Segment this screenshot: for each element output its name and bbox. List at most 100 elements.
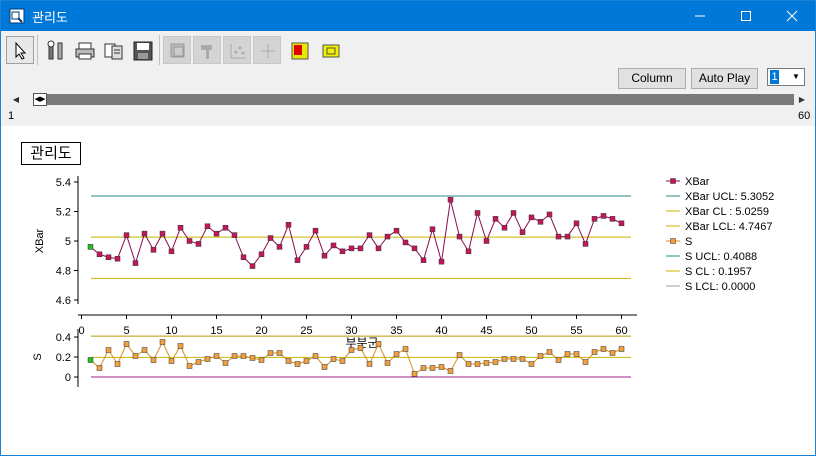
xbar-point bbox=[573, 220, 580, 227]
subgroup-scrollbar[interactable]: ◀ ◀▶ ▶ bbox=[9, 93, 810, 106]
s-point bbox=[591, 349, 598, 355]
xbar-point bbox=[96, 251, 103, 258]
xbar-y-tick-label: 4.8 bbox=[56, 266, 71, 278]
s-point bbox=[357, 345, 364, 351]
minimize-button[interactable] bbox=[677, 1, 723, 31]
xbar-point bbox=[447, 196, 454, 203]
x-tick-label: 30 bbox=[345, 325, 357, 337]
s-point bbox=[303, 358, 310, 364]
pointer-tool[interactable] bbox=[6, 36, 34, 64]
xbar-point bbox=[474, 210, 481, 216]
copy-icon bbox=[104, 43, 123, 60]
xbar-point bbox=[519, 229, 526, 235]
s-point bbox=[519, 356, 526, 362]
xbar-point bbox=[600, 213, 607, 219]
window-title: 관리도 bbox=[32, 11, 68, 26]
tools-icon bbox=[47, 40, 63, 60]
usl-tool[interactable] bbox=[316, 36, 344, 64]
s-point bbox=[492, 359, 499, 365]
s-point bbox=[231, 353, 238, 359]
s-point bbox=[222, 360, 229, 366]
toolbar-separator bbox=[159, 35, 160, 65]
xbar-point bbox=[384, 233, 391, 240]
s-point bbox=[330, 356, 337, 362]
xbar-point bbox=[456, 233, 463, 240]
s-point bbox=[186, 363, 193, 369]
hammer-tool-disabled[interactable] bbox=[193, 36, 221, 64]
xbar-point bbox=[618, 220, 625, 227]
s-point bbox=[267, 350, 274, 356]
x-tick-label: 5 bbox=[123, 325, 129, 337]
s-point bbox=[366, 361, 373, 367]
s-point bbox=[402, 346, 409, 352]
column-button[interactable]: Column bbox=[618, 68, 686, 89]
scroll-right-icon[interactable]: ▶ bbox=[798, 95, 806, 104]
s-point bbox=[105, 347, 112, 353]
cursor-icon bbox=[15, 41, 27, 60]
s-point bbox=[294, 361, 301, 367]
s-point bbox=[465, 361, 472, 367]
xbar-point bbox=[510, 210, 517, 216]
xbar-point bbox=[537, 219, 544, 225]
s-point bbox=[312, 353, 319, 359]
xbar-point bbox=[123, 232, 130, 238]
s-point bbox=[348, 347, 355, 353]
s-point bbox=[168, 358, 175, 364]
x-tick-label: 50 bbox=[525, 325, 537, 337]
auto-play-button[interactable]: Auto Play bbox=[691, 68, 758, 89]
xbar-point bbox=[159, 230, 166, 237]
xbar-point bbox=[195, 241, 202, 247]
x-tick-label: 0 bbox=[78, 325, 84, 337]
legend-label: XBar LCL: 4.7467 bbox=[685, 221, 772, 233]
hammer-icon bbox=[201, 45, 212, 59]
s-point bbox=[618, 346, 625, 352]
subgroup-select[interactable]: 1 ▼ bbox=[767, 68, 805, 86]
crosshair-tool-disabled[interactable] bbox=[253, 36, 281, 64]
xbar-point bbox=[213, 230, 220, 237]
lsl-tool[interactable] bbox=[285, 36, 313, 64]
s-point bbox=[276, 350, 283, 356]
s-point bbox=[564, 351, 571, 357]
scatter-tool-disabled[interactable] bbox=[223, 36, 251, 64]
s-point bbox=[429, 365, 436, 371]
s-point bbox=[258, 357, 265, 363]
save-tool[interactable] bbox=[128, 36, 156, 64]
x-tick-label: 15 bbox=[210, 325, 222, 337]
s-point bbox=[537, 353, 544, 359]
s-y-axis-label: S bbox=[32, 353, 44, 360]
settings-tool[interactable] bbox=[41, 36, 69, 64]
xbar-point bbox=[87, 244, 94, 250]
xbar-point bbox=[204, 223, 211, 229]
printer-icon bbox=[75, 42, 95, 60]
s-point bbox=[600, 346, 607, 352]
xbar-point bbox=[330, 242, 337, 249]
xbar-point bbox=[546, 211, 553, 218]
toolbar-separator bbox=[37, 35, 38, 65]
xbar-point bbox=[528, 214, 535, 221]
legend-label: S bbox=[685, 236, 692, 248]
s-point bbox=[609, 350, 616, 356]
print-tool[interactable] bbox=[70, 36, 98, 64]
scroll-track[interactable] bbox=[47, 94, 794, 105]
legend-label: XBar UCL: 5.3052 bbox=[685, 191, 774, 203]
app-icon bbox=[9, 8, 25, 24]
xbar-point bbox=[591, 216, 598, 222]
x-tick-label: 35 bbox=[390, 325, 402, 337]
scroll-left-icon[interactable]: ◀ bbox=[12, 95, 20, 104]
xbar-point bbox=[231, 232, 238, 238]
s-point bbox=[285, 358, 292, 364]
close-icon bbox=[786, 10, 798, 22]
close-button[interactable] bbox=[769, 1, 815, 31]
s-point bbox=[204, 356, 211, 362]
x-axis-label: 부분군 bbox=[345, 336, 378, 350]
s-point bbox=[555, 357, 562, 363]
xbar-point bbox=[168, 248, 175, 255]
scroll-thumb[interactable]: ◀▶ bbox=[33, 93, 47, 106]
xbar-point bbox=[582, 241, 589, 247]
view-tool-disabled[interactable] bbox=[163, 36, 191, 64]
s-point bbox=[393, 351, 400, 357]
copy-tool[interactable] bbox=[99, 36, 127, 64]
s-point bbox=[150, 357, 157, 363]
maximize-button[interactable] bbox=[723, 1, 769, 31]
